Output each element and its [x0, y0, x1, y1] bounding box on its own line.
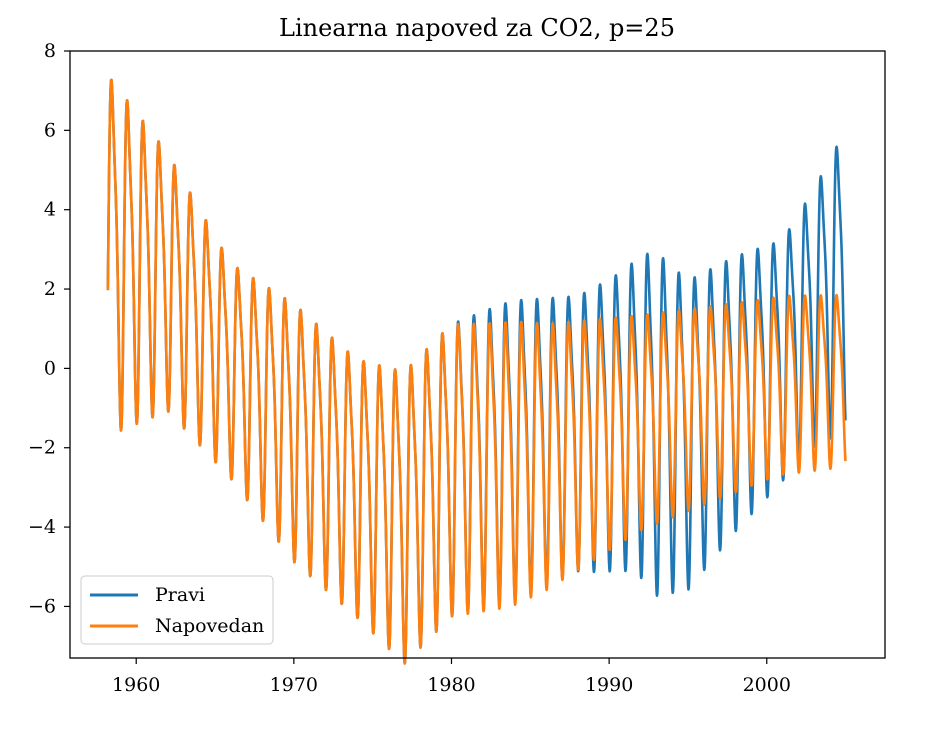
y-tick-label: 8: [44, 40, 56, 62]
y-axis: −6 −4 −2 0 2 4 6 8: [28, 40, 70, 617]
y-tick-label: 6: [44, 119, 56, 141]
x-tick-label: 1970: [270, 674, 318, 696]
series-layer: [106, 78, 847, 665]
legend: Pravi Napovedan: [80, 575, 274, 645]
y-tick-label: −4: [28, 516, 56, 538]
y-tick-label: −2: [28, 437, 56, 459]
series-line-napovedan: [106, 78, 847, 665]
x-tick-label: 1980: [427, 674, 475, 696]
x-tick-label: 1990: [585, 674, 633, 696]
plot-frame: [69, 50, 886, 659]
x-axis: 1960 1970 1980 1990 2000: [112, 658, 791, 696]
x-tick-label: 1960: [112, 674, 160, 696]
y-tick-label: 4: [44, 199, 56, 221]
chart-title: Linearna napoved za CO2, p=25: [279, 14, 675, 42]
x-tick-label: 2000: [743, 674, 791, 696]
legend-label-napovedan: Napovedan: [155, 615, 264, 637]
y-tick-label: 2: [44, 278, 56, 300]
y-tick-label: −6: [28, 595, 56, 617]
legend-label-pravi: Pravi: [155, 584, 205, 606]
y-tick-label: 0: [44, 357, 56, 379]
plot-area: [69, 50, 886, 665]
